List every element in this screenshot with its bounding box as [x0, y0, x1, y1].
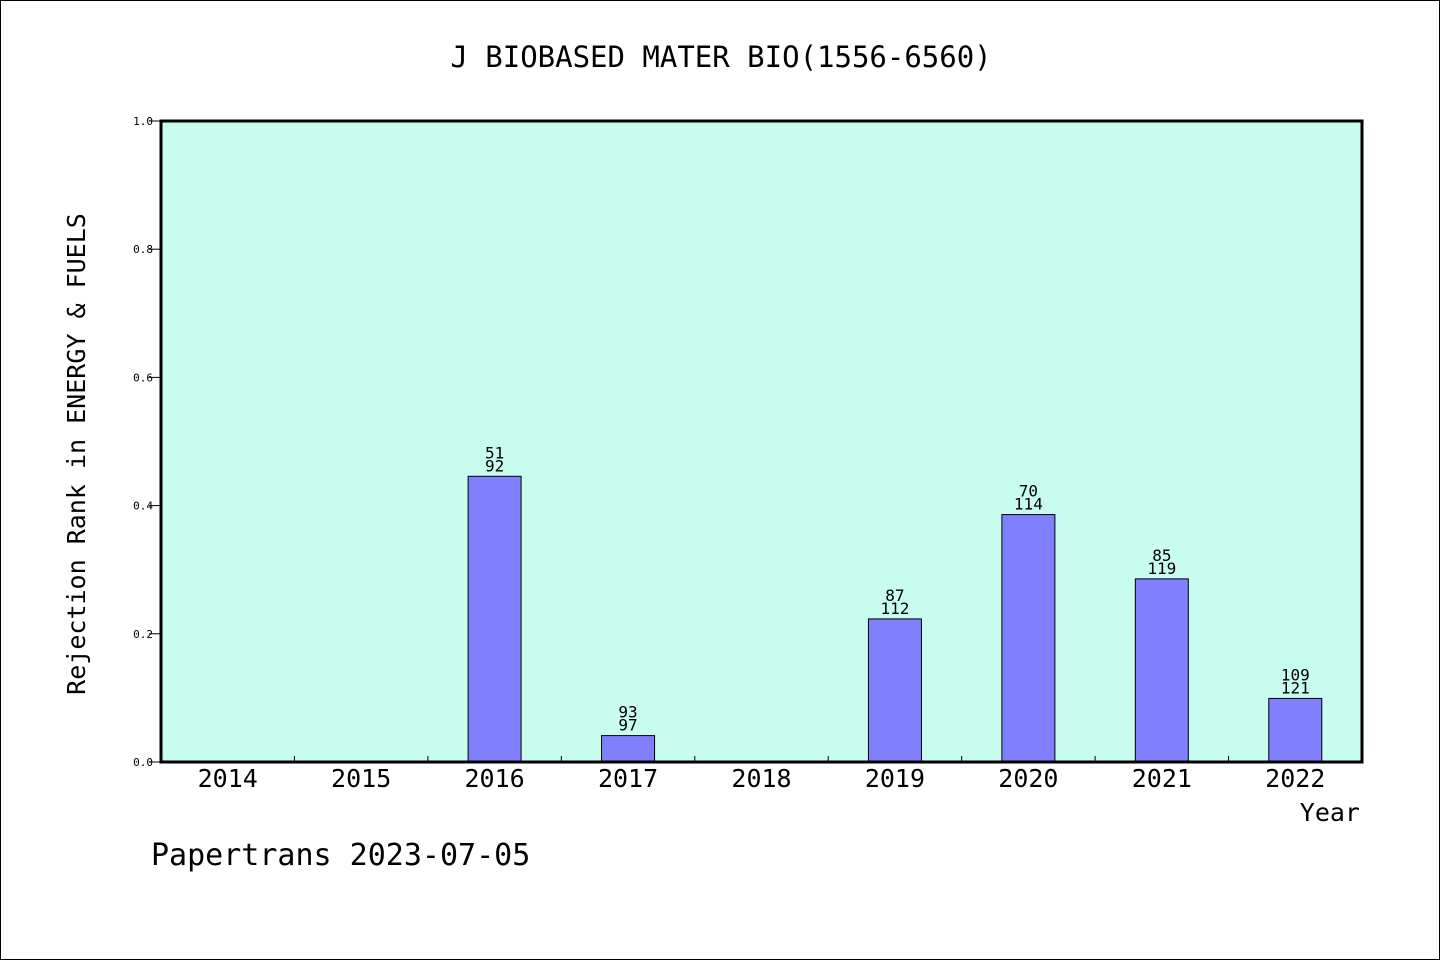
bar-label-bottom: 112 [880, 599, 909, 618]
x-tick-label: 2014 [198, 764, 258, 793]
bar [1001, 514, 1056, 763]
chart-title: J BIOBASED MATER BIO(1556-6560) [450, 40, 991, 74]
x-tick-label: 2016 [465, 764, 525, 793]
y-tick-label: 0.0 [133, 756, 153, 769]
x-axis-label: Year [1300, 798, 1360, 827]
bar-label-bottom: 121 [1281, 678, 1310, 697]
plot-border [159, 119, 1364, 764]
bar [867, 618, 922, 763]
x-tick-label: 2018 [731, 764, 791, 793]
y-tick-label: 0.2 [133, 628, 153, 641]
footer-text: Papertrans 2023-07-05 [151, 838, 530, 873]
bar-label-bottom: 92 [485, 456, 504, 475]
x-tick-label: 2015 [331, 764, 391, 793]
y-tick-label: 0.4 [133, 500, 153, 513]
ticks-layer: 2014 2015 2016 2017 2018 2019 2020 2021 2022 0.0 0… [133, 115, 1325, 793]
bar-label-bottom: 119 [1147, 559, 1176, 578]
bar-label-top: 87 [885, 586, 904, 605]
bar [1134, 578, 1189, 763]
bar-label-top: 93 [618, 703, 637, 722]
bar-label-bottom: 114 [1014, 495, 1043, 514]
y-axis-label: Rejection Rank in ENERGY & FUELS [62, 213, 91, 695]
bar-label-top: 109 [1281, 665, 1310, 684]
bar [1268, 697, 1323, 763]
y-tick-label: 0.8 [133, 243, 153, 256]
bar [601, 735, 656, 763]
bar-label-top: 51 [485, 443, 504, 462]
bar [467, 475, 522, 763]
x-tick-label: 2021 [1132, 764, 1192, 793]
x-tick-label: 2017 [598, 764, 658, 793]
y-tick-label: 0.6 [133, 371, 153, 384]
x-tick-label: 2022 [1265, 764, 1325, 793]
x-tick-label: 2020 [998, 764, 1058, 793]
bar-label-top: 85 [1152, 546, 1171, 565]
bar-label-bottom: 97 [618, 716, 637, 735]
bar-label-top: 70 [1019, 482, 1038, 501]
x-tick-label: 2019 [865, 764, 925, 793]
y-tick-label: 1.0 [133, 115, 153, 128]
